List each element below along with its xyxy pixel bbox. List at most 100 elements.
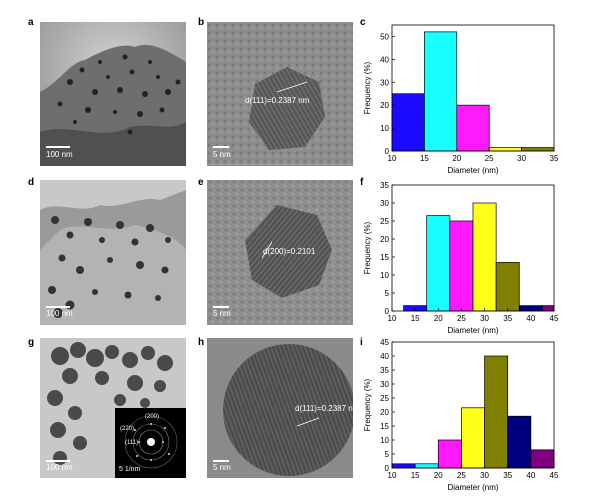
xtick-label-i-6: 40	[526, 471, 535, 480]
xtick-label-c-0: 10	[388, 154, 397, 163]
ytick-label-c-3: 30	[380, 78, 389, 87]
xtick-label-i-0: 10	[388, 471, 397, 480]
panel-letter-g: g	[28, 337, 35, 348]
xtick-label-c-4: 30	[517, 154, 526, 163]
bar-c-1	[424, 31, 458, 152]
bar-i-2	[437, 439, 462, 469]
ytick-label-i-6: 30	[380, 380, 389, 389]
scale-label-a: 100 nm	[46, 150, 73, 159]
saed-label-111: (111)	[125, 440, 139, 446]
ytick-label-i-0: 0	[385, 464, 390, 473]
bar-f-3	[472, 202, 497, 312]
bar-i-5	[507, 415, 532, 469]
ytick-label-c-0: 0	[385, 147, 390, 156]
saed-label-200: (200)	[145, 414, 160, 420]
tem-image-d: 100 nm	[40, 180, 186, 325]
xtick-label-f-2: 20	[434, 314, 443, 323]
xtick-label-i-7: 45	[550, 471, 559, 480]
hrtem-image-e: d(200)=0.2101 5 nm	[207, 180, 353, 325]
tem-image-g: (200) (220) (111) 5 1/nm 100 nm	[40, 338, 186, 478]
ytick-label-f-5: 25	[380, 217, 389, 226]
xlabel-i: Diameter (nm)	[447, 483, 498, 492]
ytick-label-i-3: 15	[380, 422, 389, 431]
bar-f-1	[426, 215, 451, 312]
xlabel-f: Diameter (nm)	[447, 326, 498, 335]
bar-i-4	[484, 355, 509, 469]
plot-frame-f	[391, 184, 555, 312]
saed-label-220: (220)	[120, 426, 135, 432]
ytick-label-i-8: 40	[380, 352, 389, 361]
scale-bar-d	[46, 306, 70, 308]
plot-frame-c	[391, 24, 555, 152]
bar-i-3	[461, 407, 485, 469]
bar-c-3	[488, 147, 522, 152]
scale-label-h: 5 nm	[213, 463, 231, 472]
ytick-label-i-1: 5	[385, 450, 390, 459]
panel-letter-b: b	[198, 17, 205, 28]
scale-label-d: 100 nm	[46, 309, 73, 318]
ytick-label-c-5: 50	[380, 32, 389, 41]
saed-pattern-inset: (200) (220) (111) 5 1/nm	[115, 408, 186, 478]
bar-c-0	[391, 93, 425, 152]
xlabel-c: Diameter (nm)	[447, 166, 498, 175]
scale-bar-b	[213, 146, 229, 148]
ytick-label-i-9: 45	[380, 338, 389, 347]
ytick-label-c-1: 10	[380, 124, 389, 133]
hrtem-image-h: d(111)=0.2387 nm 5 nm	[207, 338, 353, 478]
ytick-label-f-3: 15	[380, 253, 389, 262]
bar-i-0	[391, 463, 416, 469]
xtick-label-f-3: 25	[457, 314, 466, 323]
panel-letter-a: a	[28, 17, 34, 28]
lattice-annotation-h: d(111)=0.2387 nm	[295, 404, 353, 413]
ytick-label-f-0: 0	[385, 307, 390, 316]
ytick-label-c-2: 20	[380, 101, 389, 110]
ytick-label-f-6: 30	[380, 199, 389, 208]
panel-letter-i: i	[360, 337, 363, 348]
lattice-annotation-b: d(111)=0.2387 nm	[245, 96, 310, 105]
lattice-annotation-e: d(200)=0.2101	[263, 247, 316, 256]
histogram-f-svg: 10 15 20 25 30 35 40 45 0 5 10 15 20 25 30 35 Diameter (…	[363, 181, 559, 335]
xtick-label-c-2: 20	[452, 154, 461, 163]
ytick-label-c-4: 40	[380, 55, 389, 64]
histogram-i-svg: 10 15 20 25 30 35 40 45 0 5 10 15 20 25 30 35 40 45 Diamet…	[363, 338, 559, 492]
ylabel-f: Frequency (%)	[363, 221, 372, 274]
xtick-label-c-5: 35	[550, 154, 559, 163]
ylabel-i: Frequency (%)	[363, 378, 372, 431]
scale-bar-h	[213, 460, 229, 462]
bar-f-6	[542, 305, 555, 312]
panel-letter-e: e	[198, 177, 204, 188]
scale-bar-a	[46, 146, 70, 148]
panel-letter-d: d	[28, 177, 35, 188]
ytick-label-i-5: 25	[380, 394, 389, 403]
ylabel-c: Frequency (%)	[363, 61, 372, 114]
scale-bar-e	[213, 306, 229, 308]
ytick-label-i-2: 10	[380, 436, 389, 445]
ytick-label-f-1: 5	[385, 289, 390, 298]
histogram-i: 10 15 20 25 30 35 40 45 0 5 10 15 20 25 30 35 40 45 Diamet…	[352, 334, 572, 496]
tem-image-a: 100 nm	[40, 22, 186, 166]
hrtem-image-b: d(111)=0.2387 nm 5 nm	[207, 22, 353, 166]
scale-label-g: 100 nm	[46, 463, 73, 472]
xtick-label-f-1: 15	[411, 314, 420, 323]
panel-letter-f: f	[360, 177, 364, 188]
bar-c-4	[521, 147, 555, 152]
xtick-label-c-1: 15	[420, 154, 429, 163]
xtick-label-f-4: 30	[480, 314, 489, 323]
bar-c-2	[456, 104, 490, 152]
xtick-label-i-1: 15	[411, 471, 420, 480]
histogram-c: 10 15 20 25 30 35 0 10 20 30 40 50 Diameter (nm) Freq…	[352, 17, 572, 179]
ytick-label-f-4: 20	[380, 235, 389, 244]
ytick-label-i-4: 20	[380, 408, 389, 417]
panel-letter-h: h	[198, 337, 205, 348]
xtick-label-i-2: 20	[434, 471, 443, 480]
ytick-label-f-7: 35	[380, 181, 389, 190]
xtick-label-i-3: 25	[457, 471, 466, 480]
bar-i-6	[530, 449, 555, 469]
xtick-label-f-6: 40	[526, 314, 535, 323]
xtick-label-c-3: 25	[485, 154, 494, 163]
xtick-label-i-5: 35	[503, 471, 512, 480]
bar-f-4	[495, 262, 520, 312]
histogram-f: 10 15 20 25 30 35 40 45 0 5 10 15 20 25 30 35 Diameter (…	[352, 177, 572, 339]
xtick-label-f-0: 10	[388, 314, 397, 323]
bar-f-2	[449, 220, 474, 312]
